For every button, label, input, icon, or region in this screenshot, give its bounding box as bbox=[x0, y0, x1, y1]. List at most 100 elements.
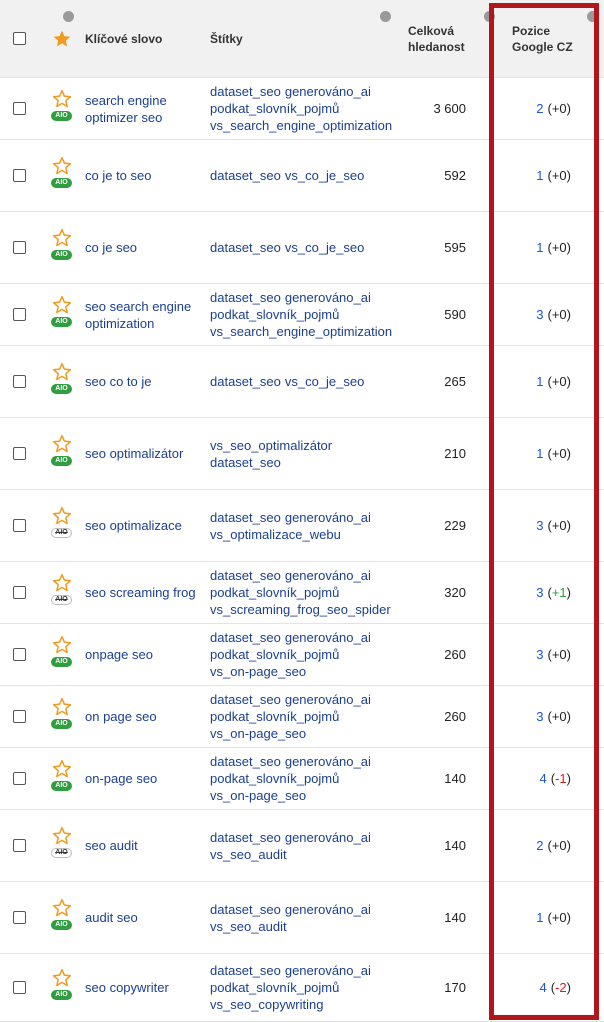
tag-link[interactable]: podkat_slovník_pojmů bbox=[210, 709, 340, 724]
tag-link[interactable]: generováno_ai bbox=[284, 630, 371, 645]
position-value[interactable]: 1 bbox=[536, 374, 544, 389]
tag-link[interactable]: podkat_slovník_pojmů bbox=[210, 647, 340, 662]
tag-link[interactable]: generováno_ai bbox=[284, 754, 371, 769]
tag-link[interactable]: generováno_ai bbox=[284, 509, 371, 525]
keyword-link[interactable]: on page seo bbox=[85, 709, 157, 724]
tag-link[interactable]: dataset_seo bbox=[210, 168, 281, 183]
tag-link[interactable]: vs_seo_copywriting bbox=[210, 997, 324, 1012]
keyword-link[interactable]: seo co to je bbox=[85, 374, 152, 389]
row-checkbox[interactable] bbox=[13, 981, 26, 994]
row-checkbox[interactable] bbox=[13, 102, 26, 115]
row-checkbox[interactable] bbox=[13, 375, 26, 388]
tag-link[interactable]: generováno_ai bbox=[284, 290, 371, 305]
row-checkbox[interactable] bbox=[13, 648, 26, 661]
star-outline[interactable] bbox=[52, 156, 72, 176]
tag-link[interactable]: dataset_seo bbox=[210, 754, 281, 769]
tag-link[interactable]: dataset_seo bbox=[210, 290, 281, 305]
tag-link[interactable]: podkat_slovník_pojmů bbox=[210, 585, 340, 600]
star-outline[interactable] bbox=[52, 898, 72, 918]
keyword-header[interactable]: Klíčové slovo bbox=[85, 31, 163, 46]
tag-link[interactable]: podkat_slovník_pojmů bbox=[210, 307, 340, 322]
row-checkbox[interactable] bbox=[13, 911, 26, 924]
star-outline[interactable] bbox=[52, 362, 72, 382]
tag-link[interactable]: podkat_slovník_pojmů bbox=[210, 980, 340, 995]
keyword-link[interactable]: audit seo bbox=[85, 910, 138, 925]
keyword-link[interactable]: seo screaming frog bbox=[85, 585, 196, 600]
row-checkbox[interactable] bbox=[13, 447, 26, 460]
position-value[interactable]: 1 bbox=[536, 910, 544, 925]
position-value[interactable]: 4 bbox=[539, 771, 547, 786]
tag-link[interactable]: dataset_seo bbox=[210, 568, 281, 583]
tag-link[interactable]: dataset_seo bbox=[210, 454, 281, 470]
tag-link[interactable]: generováno_ai bbox=[284, 568, 371, 583]
info-icon[interactable] bbox=[587, 11, 598, 22]
row-checkbox[interactable] bbox=[13, 839, 26, 852]
star-outline[interactable] bbox=[52, 759, 72, 779]
keyword-link[interactable]: seo optimalizace bbox=[85, 518, 182, 533]
position-value[interactable]: 3 bbox=[536, 307, 544, 322]
star-outline[interactable] bbox=[52, 826, 72, 846]
tag-link[interactable]: vs_on-page_seo bbox=[210, 788, 307, 803]
star-outline[interactable] bbox=[52, 697, 72, 717]
tag-link[interactable]: dataset_seo bbox=[210, 84, 281, 99]
tag-link[interactable]: podkat_slovník_pojmů bbox=[210, 771, 340, 786]
keyword-link[interactable]: seo optimalizátor bbox=[85, 446, 184, 461]
info-icon[interactable] bbox=[380, 11, 391, 22]
keyword-link[interactable]: seo audit bbox=[85, 838, 138, 853]
tag-link[interactable]: vs_on-page_seo bbox=[210, 726, 307, 741]
tags-header[interactable]: Štítky bbox=[210, 31, 243, 46]
row-checkbox[interactable] bbox=[13, 772, 26, 785]
position-value[interactable]: 3 bbox=[536, 585, 544, 600]
tag-link[interactable]: dataset_seo bbox=[210, 374, 281, 389]
row-checkbox[interactable] bbox=[13, 519, 26, 532]
keyword-link[interactable]: co je to seo bbox=[85, 168, 152, 183]
keyword-link[interactable]: on-page seo bbox=[85, 771, 158, 786]
tag-link[interactable]: generováno_ai bbox=[284, 901, 371, 917]
row-checkbox[interactable] bbox=[13, 241, 26, 254]
tag-link[interactable]: generováno_ai bbox=[284, 963, 371, 978]
star-outline[interactable] bbox=[52, 434, 72, 454]
tag-link[interactable]: dataset_seo bbox=[210, 963, 281, 978]
position-value[interactable]: 3 bbox=[536, 518, 544, 533]
position-header[interactable]: Pozice Google CZ bbox=[512, 23, 573, 54]
star-outline[interactable] bbox=[52, 89, 72, 109]
tag-link[interactable]: vs_co_je_seo bbox=[284, 240, 365, 255]
tag-link[interactable]: dataset_seo bbox=[210, 901, 281, 917]
position-value[interactable]: 3 bbox=[536, 647, 544, 662]
star-outline[interactable] bbox=[52, 573, 72, 593]
tag-link[interactable]: dataset_seo bbox=[210, 509, 281, 525]
position-value[interactable]: 1 bbox=[536, 446, 544, 461]
position-value[interactable]: 1 bbox=[536, 168, 544, 183]
tag-link[interactable]: generováno_ai bbox=[284, 692, 371, 707]
position-value[interactable]: 4 bbox=[539, 980, 547, 995]
row-checkbox[interactable] bbox=[13, 586, 26, 599]
select-all-checkbox[interactable] bbox=[13, 32, 26, 45]
row-checkbox[interactable] bbox=[13, 308, 26, 321]
tag-link[interactable]: vs_seo_audit bbox=[210, 918, 287, 934]
star-outline[interactable] bbox=[52, 968, 72, 988]
tag-link[interactable]: vs_screaming_frog_seo_spider bbox=[210, 602, 391, 617]
keyword-link[interactable]: onpage seo bbox=[85, 647, 153, 662]
tag-link[interactable]: vs_search_engine_optimization bbox=[210, 118, 393, 133]
info-icon[interactable] bbox=[63, 11, 74, 22]
tag-link[interactable]: dataset_seo bbox=[210, 630, 281, 645]
position-value[interactable]: 2 bbox=[536, 101, 544, 116]
tag-link[interactable]: dataset_seo bbox=[210, 240, 281, 255]
keyword-link[interactable]: seo search engine optimization bbox=[85, 298, 192, 331]
tag-link[interactable]: generováno_ai bbox=[284, 829, 371, 845]
tag-link[interactable]: podkat_slovník_pojmů bbox=[210, 101, 340, 116]
star-outline[interactable] bbox=[52, 295, 72, 315]
star-outline[interactable] bbox=[52, 228, 72, 248]
position-value[interactable]: 1 bbox=[536, 240, 544, 255]
tag-link[interactable]: generováno_ai bbox=[284, 84, 371, 99]
volume-header[interactable]: Celková hledanost bbox=[408, 23, 465, 54]
tag-link[interactable]: vs_seo_optimalizátor bbox=[210, 437, 333, 453]
tag-link[interactable]: vs_co_je_seo bbox=[284, 168, 365, 183]
position-value[interactable]: 3 bbox=[536, 709, 544, 724]
tag-link[interactable]: vs_seo_audit bbox=[210, 846, 287, 862]
star-outline[interactable] bbox=[52, 635, 72, 655]
row-checkbox[interactable] bbox=[13, 710, 26, 723]
keyword-link[interactable]: co je seo bbox=[85, 240, 138, 255]
star-filled[interactable] bbox=[52, 29, 72, 49]
tag-link[interactable]: dataset_seo bbox=[210, 692, 281, 707]
